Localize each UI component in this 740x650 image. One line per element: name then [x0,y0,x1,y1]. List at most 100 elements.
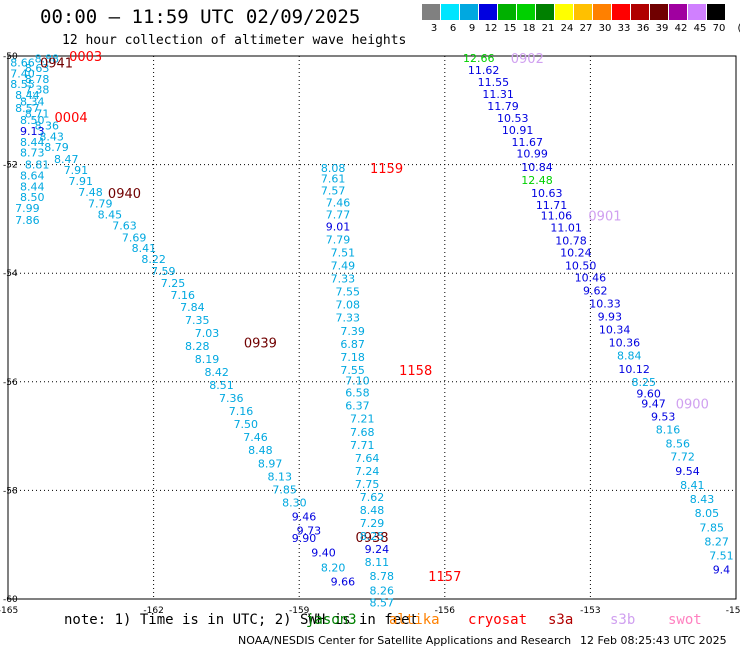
wave-height-value: 9.60 [636,388,661,401]
wave-height-value: 7.16 [229,405,254,418]
wave-height-value: 8.28 [185,340,210,353]
wave-height-value: 7.91 [64,164,89,177]
wave-height-value: 7.79 [88,198,113,211]
wave-height-value: 11.71 [536,199,568,212]
wave-height-value: 8.51 [209,379,234,392]
wave-height-value: 8.44 [20,136,45,149]
wave-height-value: 7.62 [360,491,385,504]
wave-height-value: 9.01 [326,221,351,234]
wave-height-value: 7.18 [340,351,365,364]
wave-height-value: 7.21 [350,413,375,426]
wave-height-value: 7.38 [25,84,50,97]
wave-height-value: 8.50 [20,191,45,204]
wave-height-value: 7.86 [15,214,40,227]
wave-height-value: 10.36 [609,337,641,350]
colorbar-label: 18 [522,23,536,34]
pass-time-label: 1159 [370,162,403,177]
pass-time-label: 0941 [40,57,73,72]
wave-height-value: 6.87 [340,338,365,351]
wave-height-value: 8.11 [365,556,390,569]
wave-height-value: 7.46 [243,431,268,444]
wave-height-value: 10.53 [497,112,529,125]
lat-tick-label: -50 [3,52,18,62]
lon-tick-label: -153 [580,606,600,616]
wave-height-value: 7.33 [335,312,360,325]
wave-height-value: 7.51 [331,247,356,260]
wave-height-value: 7.49 [331,260,356,273]
wave-height-value: 8.66 [10,57,35,70]
lat-tick-label: -54 [3,269,18,279]
wave-height-value: 7.85 [699,521,724,534]
wave-height-value: 7.57 [321,185,346,198]
lat-tick-label: -58 [3,486,18,496]
satellite-legend-item: altika [389,612,440,628]
wave-height-value: 8.34 [20,96,45,109]
wave-height-value: 7.71 [350,439,375,452]
colorbar-swatch [536,4,554,20]
wave-height-value: 8.78 [369,570,394,583]
wave-height-value: 10.84 [521,161,553,174]
colorbar-label: 36 [636,23,650,34]
wave-height-value: 8.41 [132,242,157,255]
wave-height-value: 8.48 [360,504,385,517]
wave-height-value: 7.08 [335,299,360,312]
wave-height-value: 9.66 [331,576,356,589]
colorbar-label: 9 [468,23,476,34]
colorbar-swatch [498,4,516,20]
wave-height-value: 9.93 [598,311,623,324]
wave-height-value: 8.44 [20,180,45,193]
colorbar-swatch [555,4,573,20]
satellite-legend-item: jason3 [306,612,357,628]
wave-height-value: 7.84 [180,301,205,314]
wave-height-value: 7.46 [326,197,351,210]
colorbar-label: 30 [598,23,612,34]
colorbar-swatch [479,4,497,20]
wave-height-value: 8.30 [282,496,307,509]
wave-height-value: 7.55 [335,286,360,299]
wave-height-value: 11.62 [468,64,500,77]
colorbar-label: 27 [579,23,593,34]
wave-height-value: 8.22 [141,253,166,266]
wave-height-value: 9.46 [292,510,317,523]
pass-time-label: 0938 [355,531,388,546]
colorbar-label: 15 [503,23,517,34]
wave-height-value: 10.34 [599,324,631,337]
wave-height-value: 8.08 [321,162,346,175]
pass-time-label: 0004 [55,111,88,126]
colorbar-swatch [441,4,459,20]
colorbar-unit: (ft) [730,23,740,34]
colorbar-label: 33 [617,23,631,34]
wave-height-value: 11.67 [512,136,544,149]
colorbar-swatch [422,4,440,20]
wave-height-value: 7.79 [326,234,351,247]
wave-height-value: 10.12 [618,363,650,376]
wave-height-value: 8.43 [690,493,715,506]
wave-height-value: 7.72 [670,451,695,464]
wave-height-value: 8.55 [10,78,35,91]
lon-tick-label: -165 [0,606,18,616]
lon-tick-label: -162 [143,606,163,616]
credit-line: NOAA/NESDIS Center for Satellite Applica… [238,634,572,647]
wave-height-value: 8.20 [321,562,346,575]
wave-height-value: 8.13 [268,470,293,483]
generated-timestamp: 12 Feb 08:25:43 UTC 2025 [580,634,727,647]
wave-height-value: 11.79 [487,100,519,113]
wave-height-value: 7.75 [355,478,380,491]
wave-height-value: 7.03 [195,327,220,340]
page-subtitle: 12 hour collection of altimeter wave hei… [62,33,407,48]
wave-height-value: 8.88 [35,53,60,66]
colorbar-swatch [669,4,687,20]
wave-height-value: 9.47 [641,398,666,411]
wave-height-value: 7.55 [340,364,365,377]
wave-height-value: 8.25 [632,376,657,389]
lon-tick-label: -156 [435,606,456,616]
wave-height-value: 7.29 [360,517,385,530]
plot-frame [7,55,737,600]
wave-height-value: 7.63 [112,219,137,232]
wave-height-value: 10.24 [560,247,592,260]
wave-height-value: 10.99 [516,148,548,161]
wave-height-value: 11.55 [478,76,510,89]
wave-height-value: 12.66 [463,52,495,65]
colorbar-swatch [517,4,535,20]
